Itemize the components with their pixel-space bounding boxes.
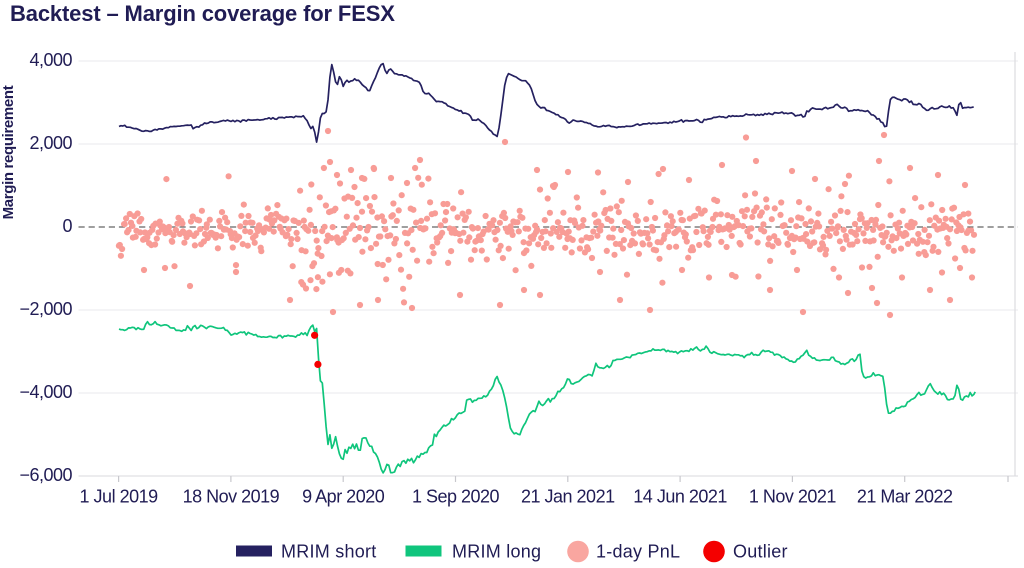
svg-text:MRIM short: MRIM short xyxy=(281,542,377,562)
svg-text:−6,000: −6,000 xyxy=(19,465,72,485)
svg-text:1 Jul 2019: 1 Jul 2019 xyxy=(80,487,159,507)
svg-text:1 Sep 2020: 1 Sep 2020 xyxy=(412,487,500,507)
svg-text:9 Apr 2020: 9 Apr 2020 xyxy=(302,487,385,507)
svg-text:21 Jan 2021: 21 Jan 2021 xyxy=(521,487,615,507)
svg-text:14 Jun 2021: 14 Jun 2021 xyxy=(633,487,727,507)
svg-text:1 Nov 2021: 1 Nov 2021 xyxy=(749,487,837,507)
svg-text:21 Mar 2022: 21 Mar 2022 xyxy=(857,487,953,507)
svg-text:1-day PnL: 1-day PnL xyxy=(596,542,680,562)
svg-text:MRIM long: MRIM long xyxy=(452,542,541,562)
svg-text:−2,000: −2,000 xyxy=(19,299,72,319)
svg-text:Backtest – Margin coverage for: Backtest – Margin coverage for FESX xyxy=(10,1,395,26)
svg-text:Outlier: Outlier xyxy=(733,542,788,562)
svg-text:4,000: 4,000 xyxy=(29,50,72,70)
svg-text:18 Nov 2019: 18 Nov 2019 xyxy=(183,487,280,507)
svg-text:2,000: 2,000 xyxy=(29,133,72,153)
svg-text:−4,000: −4,000 xyxy=(19,382,72,402)
svg-text:Margin requirement: Margin requirement xyxy=(0,85,17,219)
svg-text:0: 0 xyxy=(62,216,72,236)
